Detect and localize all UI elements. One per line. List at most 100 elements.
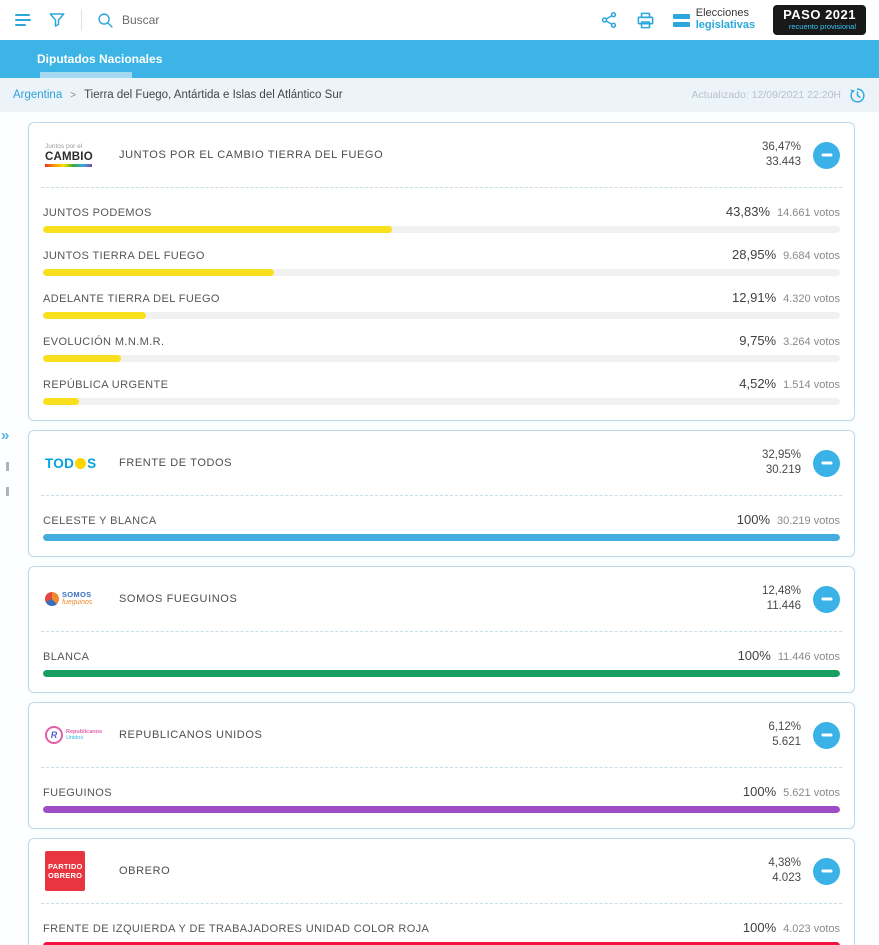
progress-fill [43, 398, 80, 405]
party-percent: 6,12% [768, 721, 801, 734]
search-input[interactable] [122, 13, 342, 27]
expand-panel-icon[interactable]: » [1, 427, 9, 444]
republicanos-r-icon: R [45, 726, 63, 744]
hamburger-icon [15, 14, 31, 26]
dashed-divider [41, 187, 842, 188]
list-row: EVOLUCIÓN M.N.M.R. 9,75% 3.264 votos [43, 332, 840, 362]
list-percent: 43,83% [725, 204, 770, 219]
progress-fill [43, 226, 393, 233]
partido-obrero-emblem: PARTIDO OBRERO [45, 851, 85, 891]
progress-track [43, 269, 840, 276]
list-row: CELESTE Y BLANCA 100% 30.219 votos [43, 511, 840, 541]
progress-track [43, 355, 840, 362]
list-name: ADELANTE TIERRA DEL FUEGO [43, 293, 220, 305]
list-votes: 14.661 votos [777, 207, 840, 219]
collapse-button[interactable] [813, 449, 840, 477]
progress-fill [43, 312, 146, 319]
list-votes: 1.514 votos [783, 379, 840, 391]
todos-logo: TOD S [45, 455, 97, 471]
list-row: FRENTE DE IZQUIERDA Y DE TRABAJADORES UN… [43, 919, 840, 945]
elecciones-legislativas-logo: Elecciones legislativas [672, 7, 756, 31]
print-button[interactable] [636, 11, 655, 30]
minus-icon [821, 733, 832, 737]
list-percent: 4,52% [739, 376, 777, 391]
progress-track [43, 670, 840, 677]
list-row: JUNTOS TIERRA DEL FUEGO 28,95% 9.684 voto… [43, 246, 840, 276]
filter-button[interactable] [48, 11, 66, 29]
list-name: FUEGUINOS [43, 787, 112, 799]
dashed-divider [41, 631, 842, 632]
search-box [97, 12, 342, 29]
list-votes: 11.446 votos [777, 651, 840, 663]
dashed-divider [41, 495, 842, 496]
party-name: SOMOS FUEGUINOS [119, 593, 238, 605]
party-percent: 36,47% [761, 141, 801, 154]
party-name: OBRERO [119, 865, 171, 877]
party-card: TOD S FRENTE DE TODOS 32,95% 30.219 CELES… [28, 430, 855, 557]
list-votes: 30.219 votos [777, 515, 840, 527]
progress-fill [43, 534, 840, 541]
badge-title: PASO 2021 [783, 7, 856, 23]
obrero-logo: PARTIDO OBRERO [45, 851, 103, 891]
list-row: JUNTOS PODEMOS 43,83% 14.661 votos [43, 203, 840, 233]
party-name: FRENTE DE TODOS [119, 457, 233, 469]
share-icon [601, 12, 616, 28]
minus-icon [821, 461, 832, 465]
menu-button[interactable] [13, 10, 33, 30]
list-name: JUNTOS TIERRA DEL FUEGO [43, 250, 205, 262]
somos-emblem-icon [45, 592, 59, 606]
progress-track [43, 226, 840, 233]
progress-fill [43, 269, 274, 276]
republicanos-logo: R Republicanos Unidos [45, 726, 103, 744]
party-votes: 30.219 [765, 464, 801, 476]
list-percent: 100% [742, 784, 777, 799]
updated-timestamp: Actualizado: 12/09/2021 22:20H [691, 89, 841, 101]
refresh-clock-icon[interactable] [849, 87, 866, 104]
list-row: FUEGUINOS 100% 5.621 votos [43, 783, 840, 813]
list-percent: 100% [736, 512, 770, 527]
brand-line2: legislativas [695, 19, 756, 31]
progress-track [43, 806, 840, 813]
somos-logo: SOMOS fueguinos [45, 590, 103, 607]
breadcrumb-current: Tierra del Fuego, Antártida e Islas del … [84, 89, 343, 101]
party-votes: 11.446 [766, 600, 801, 612]
section-tab-bar: Diputados Nacionales [0, 40, 879, 78]
party-card: SOMOS fueguinos SOMOS FUEGUINOS 12,48% 11… [28, 566, 855, 693]
minus-icon [821, 597, 832, 601]
list-name: REPÚBLICA URGENTE [43, 379, 169, 391]
collapse-button[interactable] [813, 585, 840, 613]
list-votes: 9.684 votos [783, 250, 840, 262]
tab-diputados-nacionales[interactable]: Diputados Nacionales [37, 52, 163, 66]
collapse-button[interactable] [813, 721, 840, 749]
list-name: CELESTE Y BLANCA [43, 515, 157, 527]
list-name: JUNTOS PODEMOS [43, 207, 152, 219]
cambio-logo: Juntos por el CAMBIO [45, 143, 103, 167]
list-percent: 100% [742, 920, 777, 935]
paso-2021-badge: PASO 2021 recuento provisional [773, 5, 866, 35]
party-votes: 33.443 [765, 156, 801, 168]
rainbow-bar [45, 163, 92, 167]
list-name: EVOLUCIÓN M.N.M.R. [43, 336, 165, 348]
party-votes: 4.023 [772, 872, 801, 884]
edge-marks [6, 462, 9, 512]
collapse-button[interactable] [813, 141, 840, 169]
list-percent: 28,95% [732, 247, 777, 262]
party-card: R Republicanos Unidos REPUBLICANOS UNIDOS … [28, 702, 855, 829]
list-votes: 3.264 votos [783, 336, 840, 348]
share-button[interactable] [600, 11, 618, 29]
list-row: ADELANTE TIERRA DEL FUEGO 12,91% 4.320 vo… [43, 289, 840, 319]
active-tab-indicator [40, 72, 132, 78]
party-name: JUNTOS POR EL CAMBIO TIERRA DEL FUEGO [119, 149, 384, 161]
minus-icon [821, 869, 832, 873]
progress-fill [43, 806, 840, 813]
toolbar-divider [81, 9, 82, 31]
brand-line1: Elecciones [695, 7, 749, 20]
minus-icon [821, 153, 832, 157]
collapse-button[interactable] [813, 857, 840, 885]
list-name: FRENTE DE IZQUIERDA Y DE TRABAJADORES UN… [43, 923, 430, 935]
progress-track [43, 942, 840, 945]
party-name: REPUBLICANOS UNIDOS [119, 729, 263, 741]
breadcrumb-root-link[interactable]: Argentina [13, 89, 63, 101]
list-percent: 100% [737, 648, 771, 663]
progress-track [43, 312, 840, 319]
